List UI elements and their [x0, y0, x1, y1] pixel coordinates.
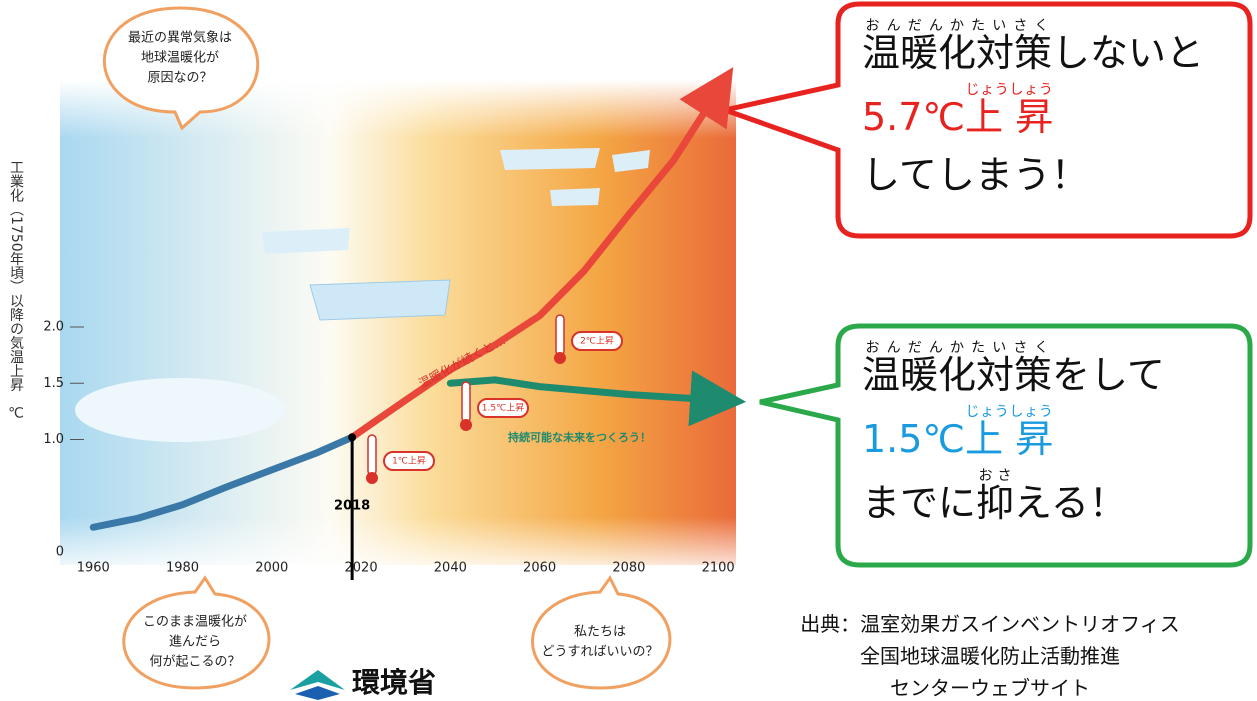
y-tick-label: 2.0 — [43, 320, 64, 335]
x-tick-label: 2080 — [612, 561, 645, 576]
bubble-text: どうすればいいの？ — [541, 645, 658, 660]
text: 温暖化対策 — [862, 31, 1052, 75]
text: 上 昇 — [965, 417, 1053, 461]
callout-line: 温暖化対策おんだんかたいさくしないと — [862, 18, 1252, 82]
bubble-text: 進んだら — [169, 635, 221, 650]
thermometer — [368, 435, 376, 475]
y-tick-label: 1.5 — [43, 376, 64, 391]
x-tick-label: 2060 — [523, 561, 556, 576]
speech-bubble — [124, 578, 269, 688]
ice — [310, 280, 450, 320]
callout-line: 温暖化対策おんだんかたいさくをして — [862, 340, 1252, 404]
text: 温暖化対策 — [862, 353, 1052, 397]
x-tick-label: 2000 — [255, 561, 288, 576]
text: までに — [862, 481, 976, 525]
thermometer-bulb — [554, 352, 566, 364]
thermometer-bulb — [366, 472, 378, 484]
y-tick-label: 1.0 — [43, 432, 64, 447]
callout-line: 1.5℃上 昇じょうしょう — [862, 404, 1252, 468]
x-tick-label: 1960 — [77, 561, 110, 576]
bubble-text: 私たちは — [574, 625, 626, 640]
thermometer-bulb — [460, 419, 472, 431]
callout-line: してしまう！ — [862, 146, 1252, 204]
ruby: おんだんかたいさく — [862, 18, 1052, 34]
thermometer — [556, 315, 564, 355]
callout-line: 5.7℃上 昇じょうしょう — [862, 82, 1252, 146]
source: 出典：温室効果ガスインベントリオフィス — [720, 608, 1257, 637]
bubble-text: 何が起こるの？ — [149, 654, 240, 670]
text: 抑 — [976, 481, 1014, 525]
logo-mark — [295, 686, 340, 700]
text: える！ — [1014, 481, 1127, 525]
text: 1.5℃ — [862, 417, 965, 461]
ruby: じょうしょう — [965, 82, 1053, 98]
bubble-text: 最近の異常気象は — [128, 30, 232, 46]
x-tick-label: 2020 — [345, 561, 378, 576]
ruby: おんだんかたいさく — [862, 340, 1052, 356]
y-tick-label: 0 — [56, 545, 64, 560]
annotation: 持続可能な未来をつくろう！ — [508, 430, 651, 444]
thermometer-label: 1℃上昇 — [392, 456, 426, 467]
x-tick-label: 1980 — [166, 561, 199, 576]
callout-line: までに抑おさえる！ — [862, 468, 1252, 532]
text: 上 昇 — [965, 95, 1053, 139]
x-tick-label: 2040 — [434, 561, 467, 576]
marker-label: 2018 — [334, 499, 370, 514]
thermometer-label: 1.5℃上昇 — [482, 403, 524, 414]
callout: 温暖化対策おんだんかたいさくをして 1.5℃上 昇じょうしょう までに抑おさえる… — [862, 340, 1252, 532]
x-tick-label: 2100 — [702, 561, 735, 576]
text: しないと — [1052, 31, 1204, 75]
text: 5.7℃ — [862, 95, 965, 139]
ice — [550, 188, 600, 206]
bubble-text: 原因なの？ — [147, 71, 212, 86]
ice — [500, 148, 600, 170]
bubble-text: このまま温暖化が — [143, 615, 247, 630]
ice — [262, 228, 350, 254]
ice — [75, 378, 285, 442]
thermometer — [462, 382, 470, 422]
callout: 温暖化対策おんだんかたいさくしないと 5.7℃上 昇じょうしょう してしまう！ — [862, 18, 1252, 204]
source: 全国地球温暖化防止活動推進 — [720, 640, 1257, 669]
marker-dot — [348, 433, 356, 441]
ruby: おさ — [976, 468, 1014, 484]
thermometer-label: 2℃上昇 — [580, 336, 614, 347]
source: センターウェブサイト — [720, 672, 1257, 701]
text: をして — [1052, 353, 1165, 397]
bubble-text: 地球温暖化が — [141, 51, 219, 66]
page: 0 1.0 1.5 2.0 1960 1980 2000 2020 2040 2060 2080 21… — [0, 0, 1257, 700]
ruby: じょうしょう — [965, 404, 1053, 420]
logo-text: 環境省 — [352, 666, 436, 699]
y-axis-label: 工業化（1750年頃）以降の気温上昇 ℃ — [6, 160, 26, 520]
